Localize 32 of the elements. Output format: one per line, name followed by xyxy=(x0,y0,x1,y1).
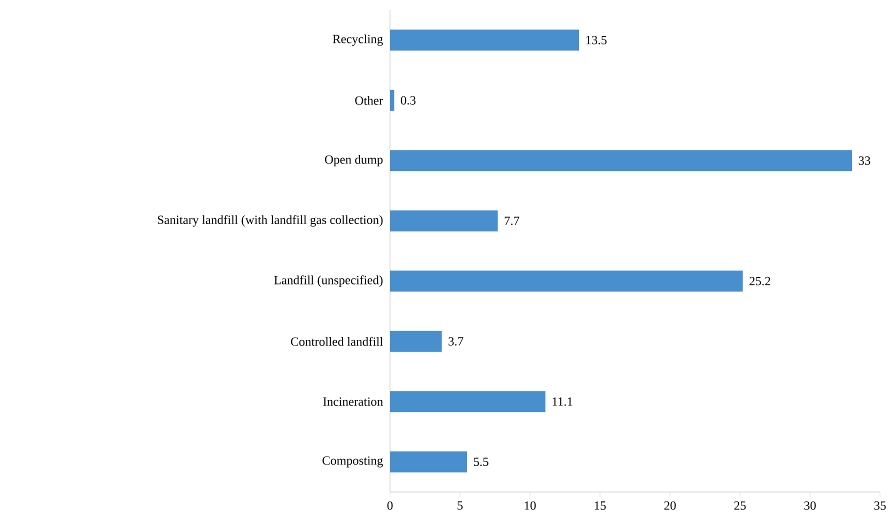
data-label: 33 xyxy=(858,156,870,165)
x-tick-label: 25 xyxy=(734,501,746,510)
y-tick-label: Controlled landfill xyxy=(290,336,383,346)
y-tick-label: Composting xyxy=(322,456,383,468)
y-tick-label: Open dump xyxy=(324,154,383,166)
x-tick-label: 5 xyxy=(458,501,463,510)
data-label: 25.2 xyxy=(750,276,770,286)
data-label: 11.1 xyxy=(552,397,572,406)
data-label: 0.3 xyxy=(400,96,416,105)
bar xyxy=(390,270,743,292)
bar xyxy=(390,90,394,111)
bar xyxy=(390,330,442,352)
y-tick-label: Recycling xyxy=(332,34,383,46)
x-tick-label: 15 xyxy=(594,501,606,510)
x-tick-label: 10 xyxy=(524,501,536,510)
x-tick-label: 20 xyxy=(664,501,676,510)
x-tick-label: 30 xyxy=(804,501,816,510)
bar xyxy=(390,451,468,472)
data-label: 3.7 xyxy=(448,337,464,346)
y-tick-label: Sanitary landfill (with landfill gas collection) xyxy=(158,215,383,227)
y-tick-label: Incineration xyxy=(323,397,383,406)
bar xyxy=(390,30,580,51)
bar xyxy=(390,210,498,232)
y-tick-label: Landfill (unspecified) xyxy=(274,275,383,287)
data-label: 7.7 xyxy=(504,216,520,226)
x-tick-label: 0 xyxy=(387,501,393,510)
data-label: 5.5 xyxy=(474,458,488,466)
x-tick-label: 35 xyxy=(874,501,886,510)
bar xyxy=(390,150,852,172)
bar xyxy=(390,391,546,412)
y-tick-label: Other xyxy=(355,96,384,105)
data-label: 13.5 xyxy=(586,36,607,44)
